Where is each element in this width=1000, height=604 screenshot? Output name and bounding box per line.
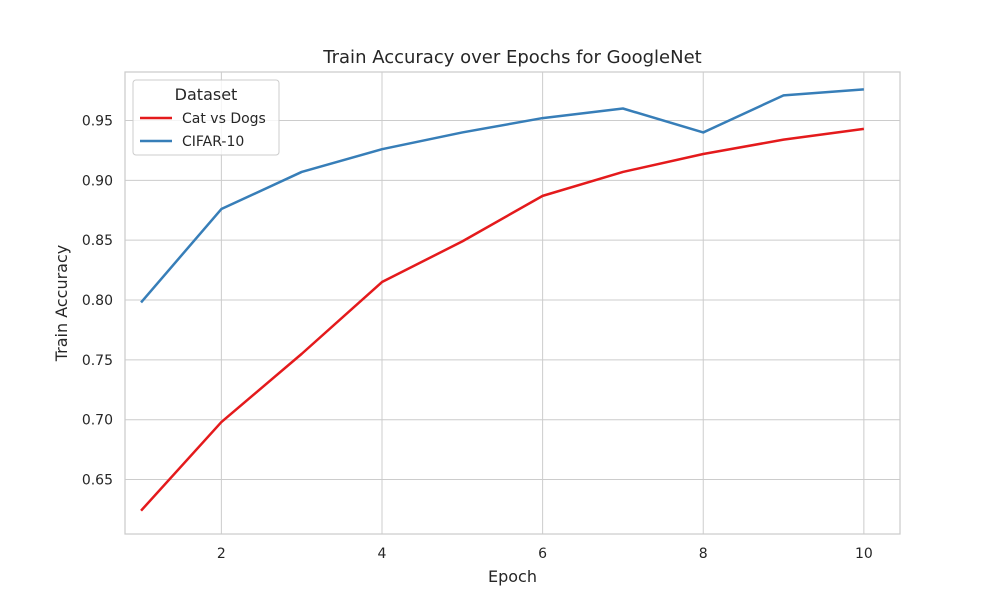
x-tick-labels: 2 4 6 8 10: [217, 546, 873, 562]
legend-entry-label: CIFAR-10: [182, 134, 244, 150]
x-tick-label: 6: [538, 546, 547, 562]
x-tick-label: 10: [855, 546, 873, 562]
x-tick-label: 2: [217, 546, 226, 562]
x-tick-label: 4: [378, 546, 387, 562]
plot-frame: [124, 71, 901, 535]
x-tick-label: 8: [699, 546, 708, 562]
y-tick-label: 0.80: [82, 293, 113, 309]
y-axis-label: Train Accuracy: [52, 245, 71, 363]
y-tick-label: 0.70: [82, 413, 113, 429]
chart-title: Train Accuracy over Epochs for GoogleNet: [322, 47, 701, 68]
y-tick-label: 0.85: [82, 233, 113, 249]
legend-title: Dataset: [175, 85, 238, 104]
legend-entry-label: Cat vs Dogs: [182, 111, 266, 127]
y-tick-labels: 0.65 0.70 0.75 0.80 0.85 0.90 0.95: [82, 113, 113, 488]
grid: [125, 72, 900, 534]
legend-items: Cat vs Dogs CIFAR-10: [140, 111, 266, 150]
y-tick-label: 0.75: [82, 353, 113, 369]
y-tick-label: 0.90: [82, 173, 113, 189]
x-axis-label: Epoch: [488, 567, 537, 586]
y-tick-label: 0.65: [82, 473, 113, 489]
legend-box: [132, 79, 280, 156]
y-tick-label: 0.95: [82, 113, 113, 129]
series-line-cat-vs-dogs: [140, 127, 865, 512]
legend: Dataset Cat vs Dogs CIFAR-10: [132, 79, 280, 156]
series-lines: [140, 88, 865, 512]
series-line-cifar-10: [140, 88, 864, 304]
